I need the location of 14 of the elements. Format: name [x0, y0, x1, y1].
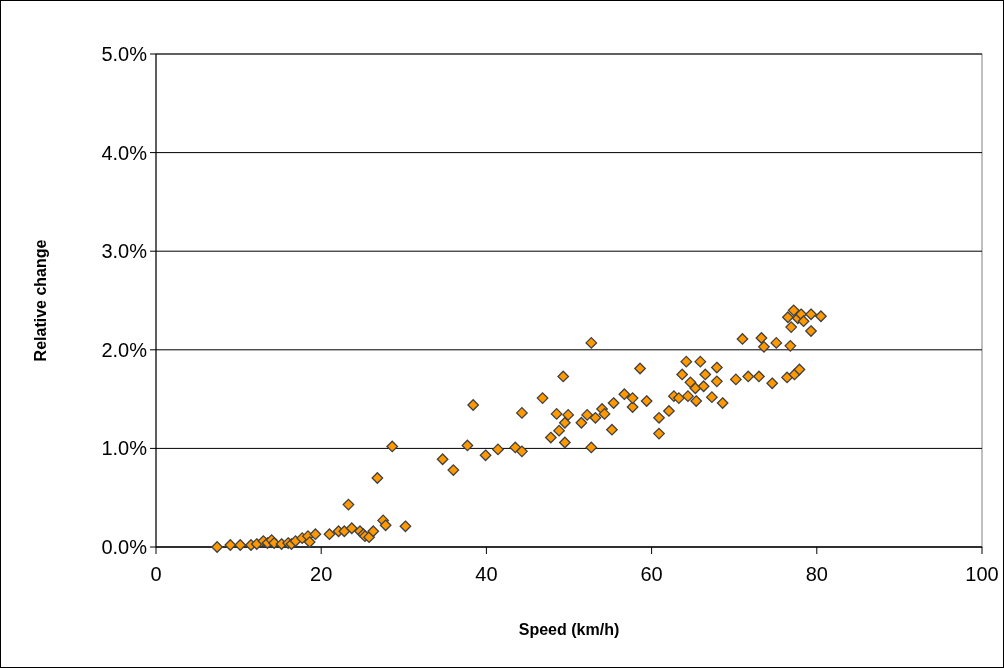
x-tick-label: 80 [805, 563, 828, 585]
x-tick-label: 60 [640, 563, 663, 585]
x-tick-label: 100 [965, 563, 999, 585]
y-tick-label: 1.0% [101, 437, 148, 460]
y-tick-label: 2.0% [101, 338, 148, 361]
y-tick-label: 0.0% [101, 536, 148, 558]
x-axis-title: Speed (km/h) [518, 621, 620, 638]
x-tick-label: 20 [310, 563, 333, 585]
x-tick-label: 0 [150, 563, 162, 585]
x-tick-label: 40 [475, 563, 498, 585]
y-tick-label: 5.0% [101, 43, 148, 65]
y-axis-title: Relative change [32, 239, 49, 362]
y-tick-label: 4.0% [101, 141, 148, 164]
y-tick-label: 3.0% [101, 240, 148, 263]
